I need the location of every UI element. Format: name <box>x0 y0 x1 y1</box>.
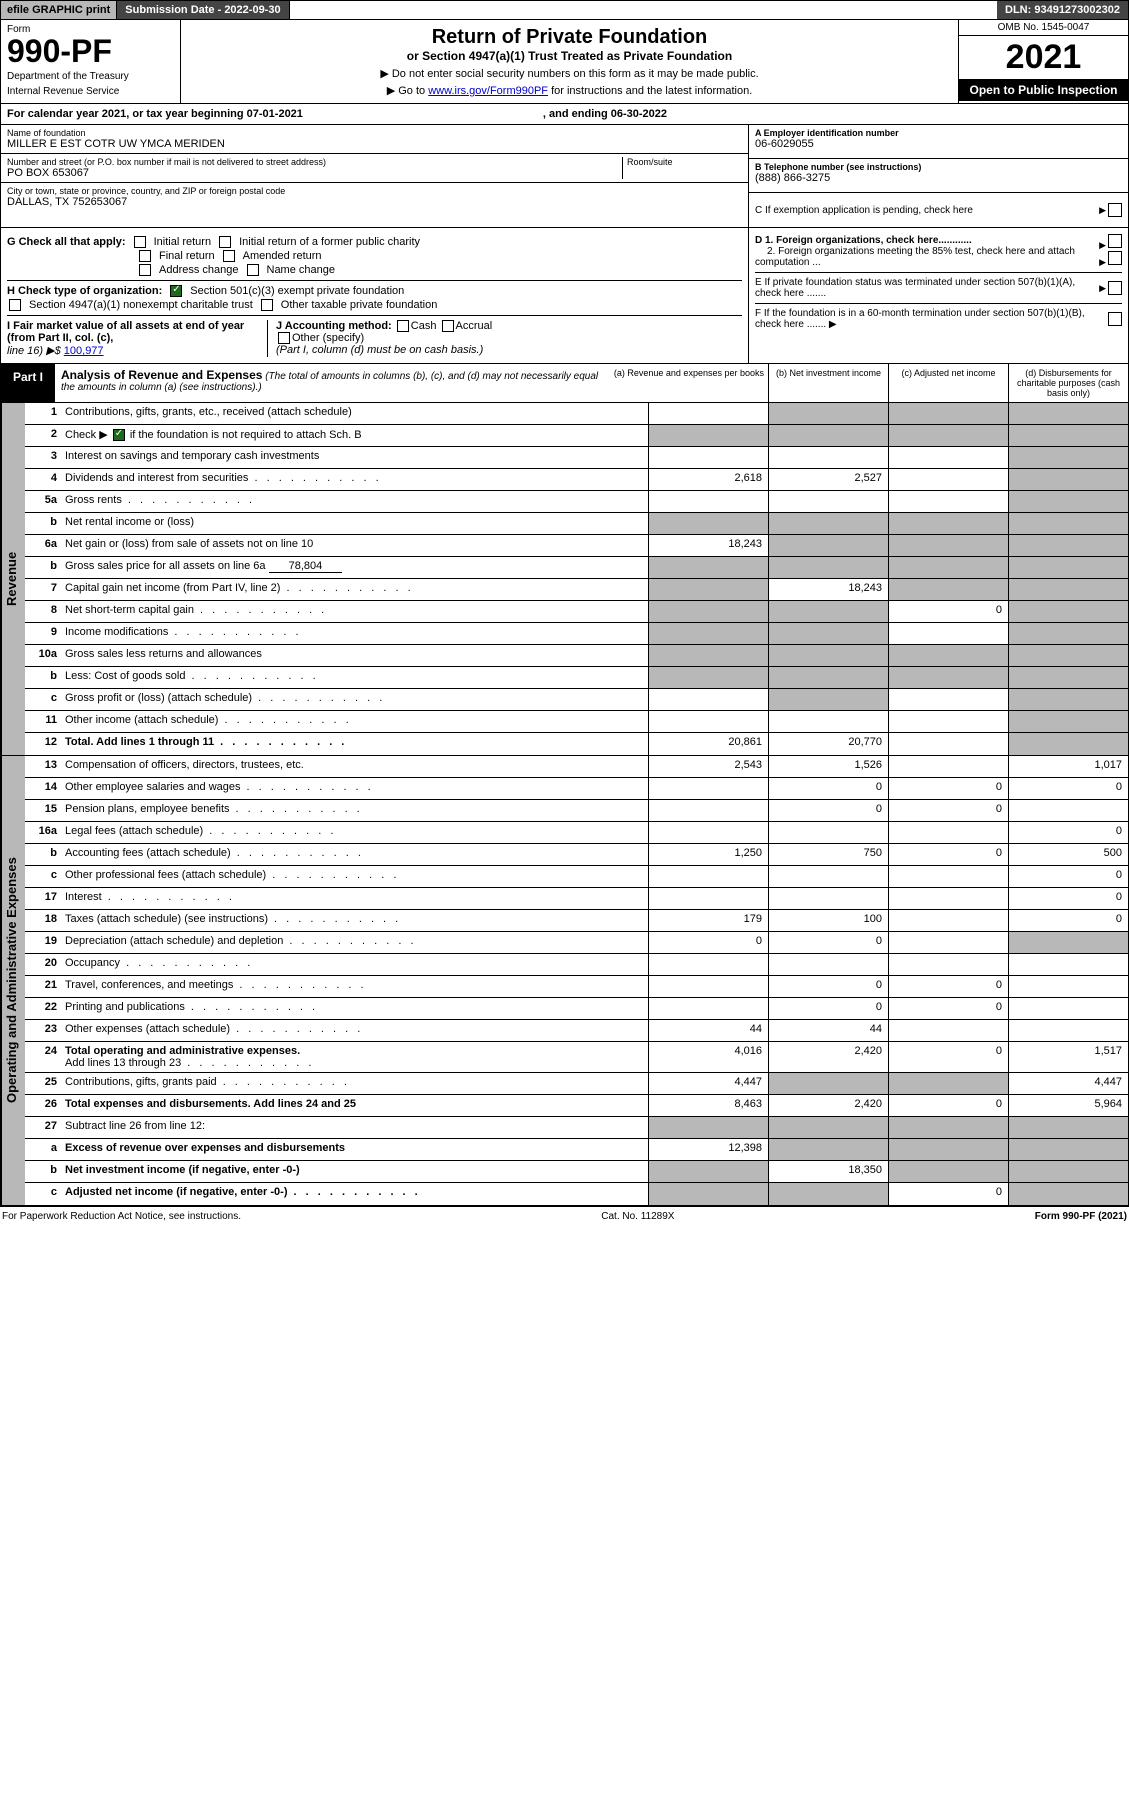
identification-block: Name of foundation MILLER E EST COTR UW … <box>0 125 1129 228</box>
col-d-header: (d) Disbursements for charitable purpose… <box>1008 364 1128 402</box>
cash-checkbox[interactable] <box>397 320 409 332</box>
col-b-header: (b) Net investment income <box>768 364 888 402</box>
address-label: Number and street (or P.O. box number if… <box>7 157 622 167</box>
other-method-checkbox[interactable] <box>278 332 290 344</box>
form-title: Return of Private Foundation <box>189 26 950 49</box>
foundation-name: MILLER E EST COTR UW YMCA MERIDEN <box>7 138 742 150</box>
topbar: efile GRAPHIC print Submission Date - 20… <box>0 0 1129 20</box>
efile-label: efile GRAPHIC print <box>1 1 117 19</box>
irs-label: Internal Revenue Service <box>7 86 174 97</box>
room-label: Room/suite <box>627 157 742 167</box>
4947-checkbox[interactable] <box>9 299 21 311</box>
form-header: Form 990-PF Department of the Treasury I… <box>0 20 1129 104</box>
submission-date: Submission Date - 2022-09-30 <box>117 1 289 19</box>
city-label: City or town, state or province, country… <box>7 186 742 196</box>
initial-return-checkbox[interactable] <box>134 236 146 248</box>
note-ssn: ▶ Do not enter social security numbers o… <box>189 67 950 80</box>
d2-checkbox[interactable] <box>1108 251 1122 265</box>
part1-title: Analysis of Revenue and Expenses <box>61 368 262 382</box>
i-label: I Fair market value of all assets at end… <box>7 320 244 344</box>
initial-former-checkbox[interactable] <box>219 236 231 248</box>
address-value: PO BOX 653067 <box>7 167 622 179</box>
city-value: DALLAS, TX 752653067 <box>7 196 742 208</box>
e-label: E If private foundation status was termi… <box>755 277 1099 299</box>
dept-treasury: Department of the Treasury <box>7 71 174 82</box>
expenses-section: Operating and Administrative Expenses 13… <box>0 756 1129 1206</box>
j-label: J Accounting method: <box>276 320 392 332</box>
amended-return-checkbox[interactable] <box>223 250 235 262</box>
footer-mid: Cat. No. 11289X <box>601 1211 674 1222</box>
schb-checkbox[interactable] <box>113 429 125 441</box>
form-number: 990-PF <box>7 35 174 67</box>
note-link: ▶ Go to www.irs.gov/Form990PF for instru… <box>189 84 950 97</box>
tax-year: 2021 <box>959 36 1128 79</box>
501c3-checkbox[interactable] <box>170 285 182 297</box>
address-change-checkbox[interactable] <box>139 264 151 276</box>
d2-label: 2. Foreign organizations meeting the 85%… <box>755 246 1075 268</box>
f-checkbox[interactable] <box>1108 312 1122 326</box>
name-change-checkbox[interactable] <box>247 264 259 276</box>
footer-left: For Paperwork Reduction Act Notice, see … <box>2 1211 241 1222</box>
calendar-year-row: For calendar year 2021, or tax year begi… <box>0 104 1129 125</box>
footer-right: Form 990-PF (2021) <box>1035 1211 1127 1222</box>
dln: DLN: 93491273002302 <box>997 1 1128 19</box>
revenue-section: Revenue 1Contributions, gifts, grants, e… <box>0 403 1129 756</box>
ein-label: A Employer identification number <box>755 128 1122 138</box>
g-label: G Check all that apply: <box>7 236 126 248</box>
col-a-header: (a) Revenue and expenses per books <box>610 364 768 402</box>
irs-link[interactable]: www.irs.gov/Form990PF <box>428 85 548 97</box>
form-subtitle: or Section 4947(a)(1) Trust Treated as P… <box>189 49 950 63</box>
ein-value: 06-6029055 <box>755 138 1122 150</box>
page-footer: For Paperwork Reduction Act Notice, see … <box>0 1206 1129 1226</box>
name-label: Name of foundation <box>7 128 742 138</box>
phone-value: (888) 866-3275 <box>755 172 1122 184</box>
omb-number: OMB No. 1545-0047 <box>959 20 1128 36</box>
exemption-checkbox[interactable] <box>1108 203 1122 217</box>
open-public: Open to Public Inspection <box>959 79 1128 101</box>
part1-header: Part I Analysis of Revenue and Expenses … <box>0 364 1129 403</box>
final-return-checkbox[interactable] <box>139 250 151 262</box>
h-label: H Check type of organization: <box>7 285 162 297</box>
d1-label: D 1. Foreign organizations, check here..… <box>755 235 972 246</box>
arrow-icon <box>1099 205 1108 216</box>
phone-label: B Telephone number (see instructions) <box>755 162 1122 172</box>
col-c-header: (c) Adjusted net income <box>888 364 1008 402</box>
check-sections: G Check all that apply: Initial return I… <box>0 228 1129 364</box>
f-label: F If the foundation is in a 60-month ter… <box>755 308 1108 330</box>
expenses-label: Operating and Administrative Expenses <box>1 756 25 1205</box>
part1-label: Part I <box>1 364 55 402</box>
fmv-value: 100,977 <box>64 345 104 357</box>
e-checkbox[interactable] <box>1108 281 1122 295</box>
j-note: (Part I, column (d) must be on cash basi… <box>276 344 483 356</box>
exemption-label: C If exemption application is pending, c… <box>755 205 1099 216</box>
other-taxable-checkbox[interactable] <box>261 299 273 311</box>
revenue-label: Revenue <box>1 403 25 755</box>
accrual-checkbox[interactable] <box>442 320 454 332</box>
d1-checkbox[interactable] <box>1108 234 1122 248</box>
